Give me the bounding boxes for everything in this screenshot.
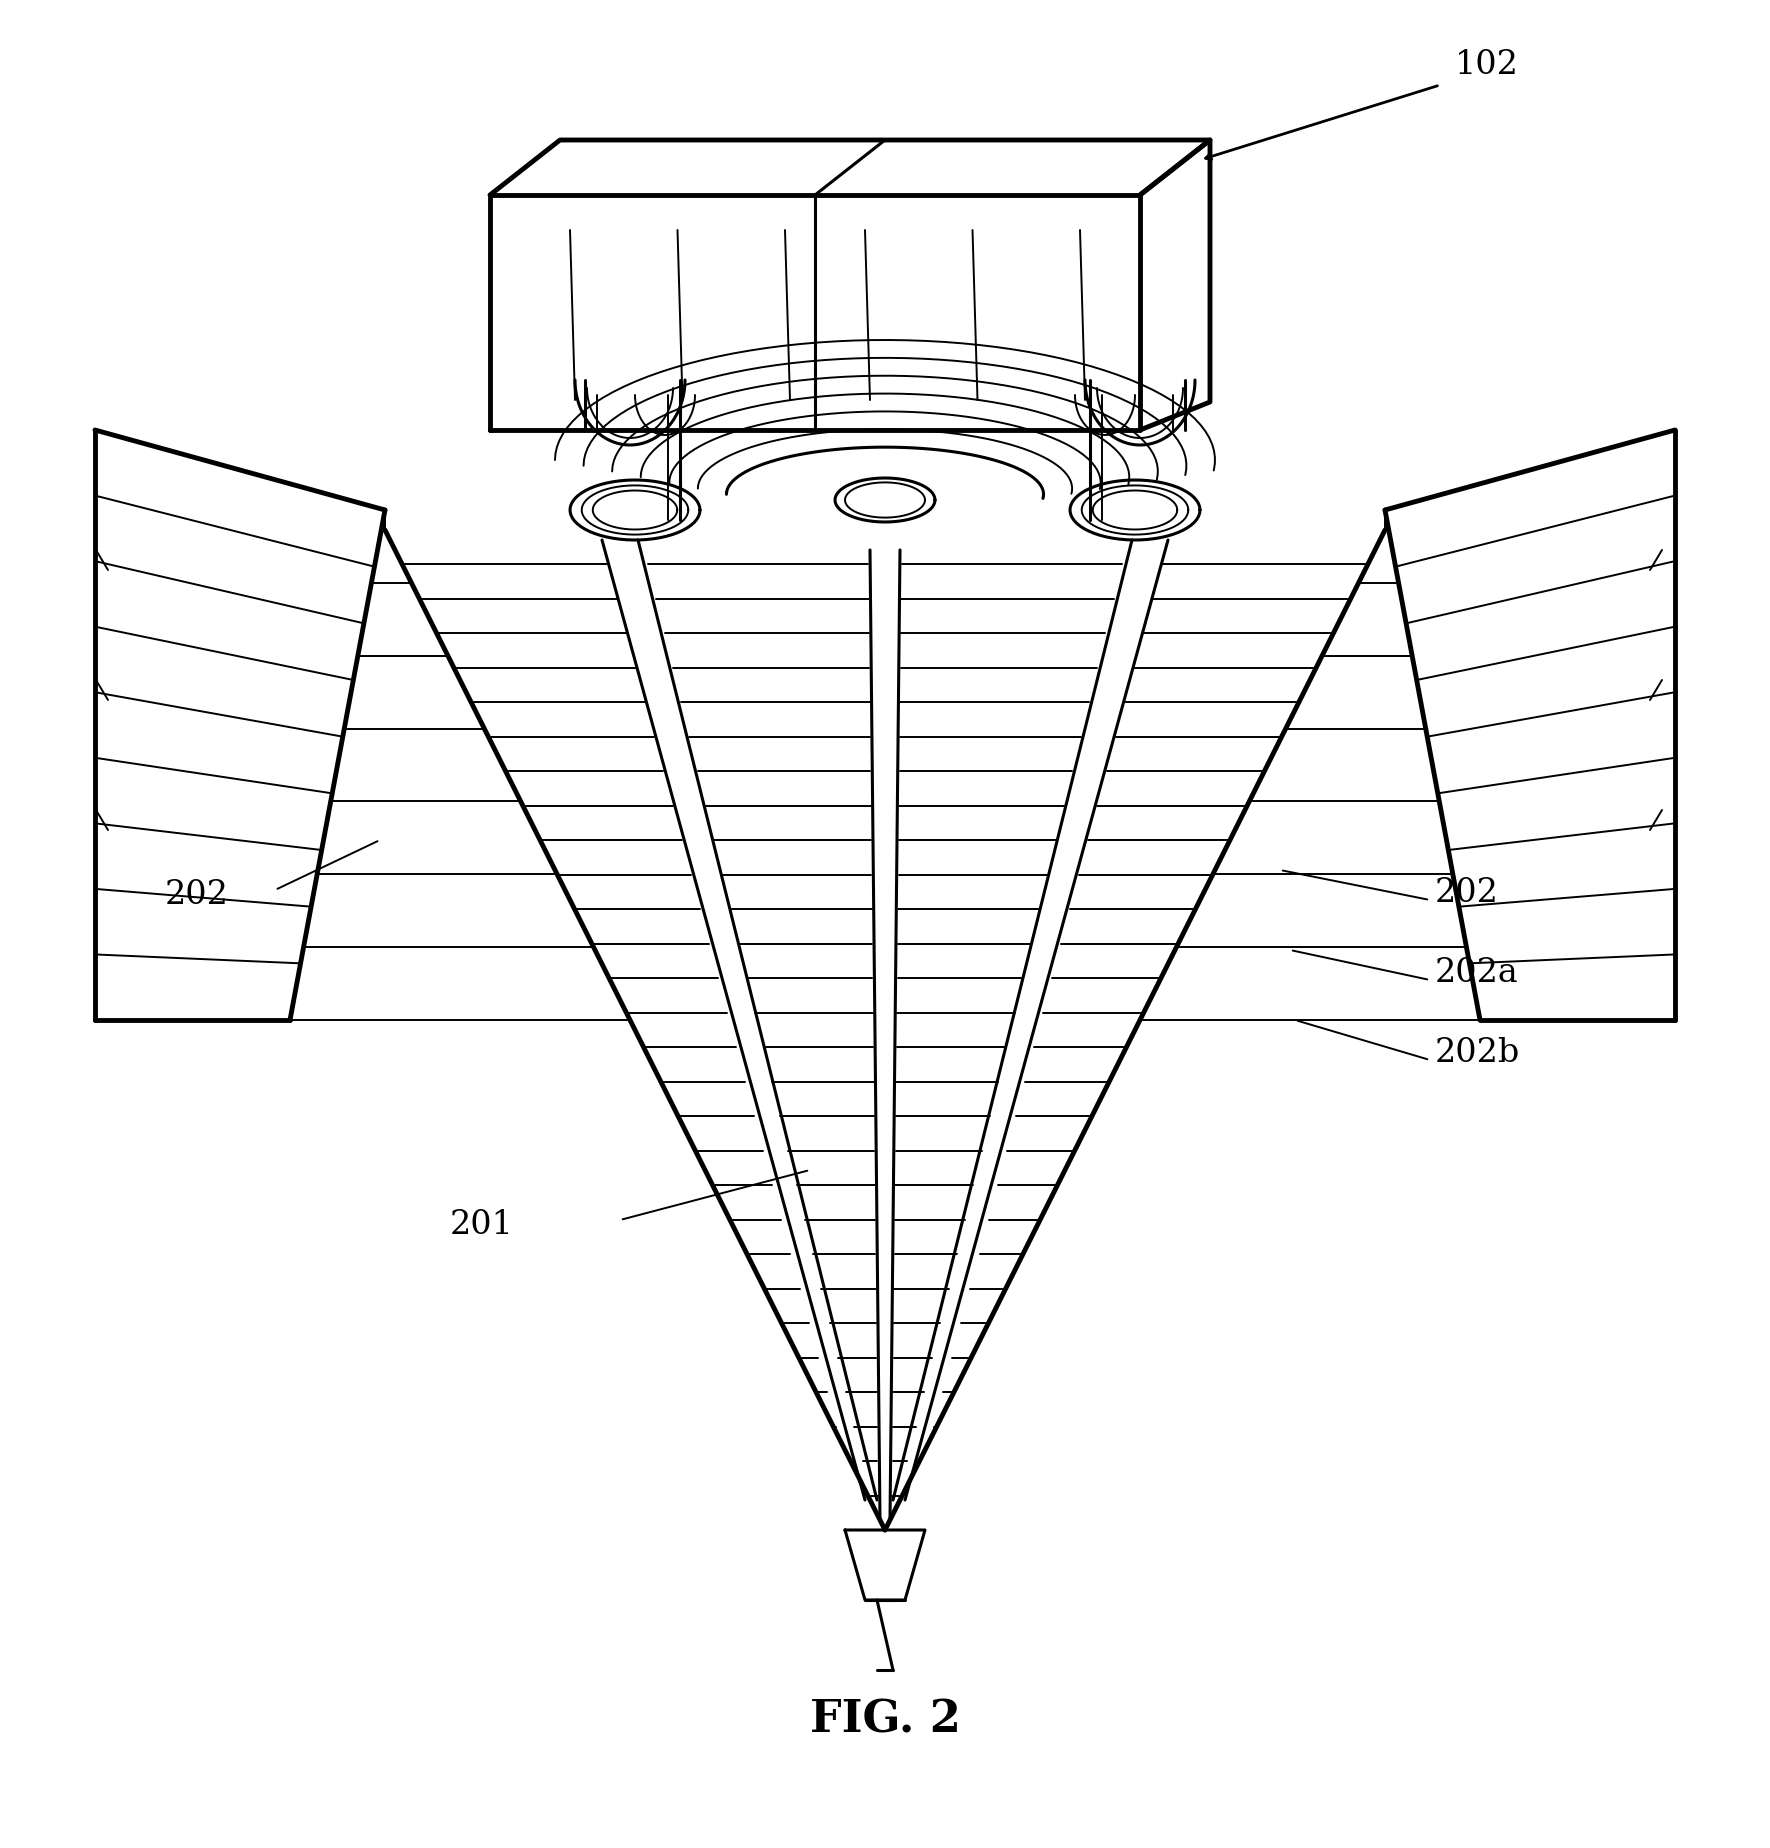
Text: FIG. 2: FIG. 2 (809, 1698, 961, 1741)
Text: 202a: 202a (1435, 957, 1519, 989)
Text: 202b: 202b (1435, 1037, 1520, 1068)
Text: 202: 202 (165, 880, 228, 911)
Text: 201: 201 (450, 1209, 513, 1242)
Text: 102: 102 (1455, 50, 1519, 81)
Text: 202: 202 (1435, 878, 1499, 909)
